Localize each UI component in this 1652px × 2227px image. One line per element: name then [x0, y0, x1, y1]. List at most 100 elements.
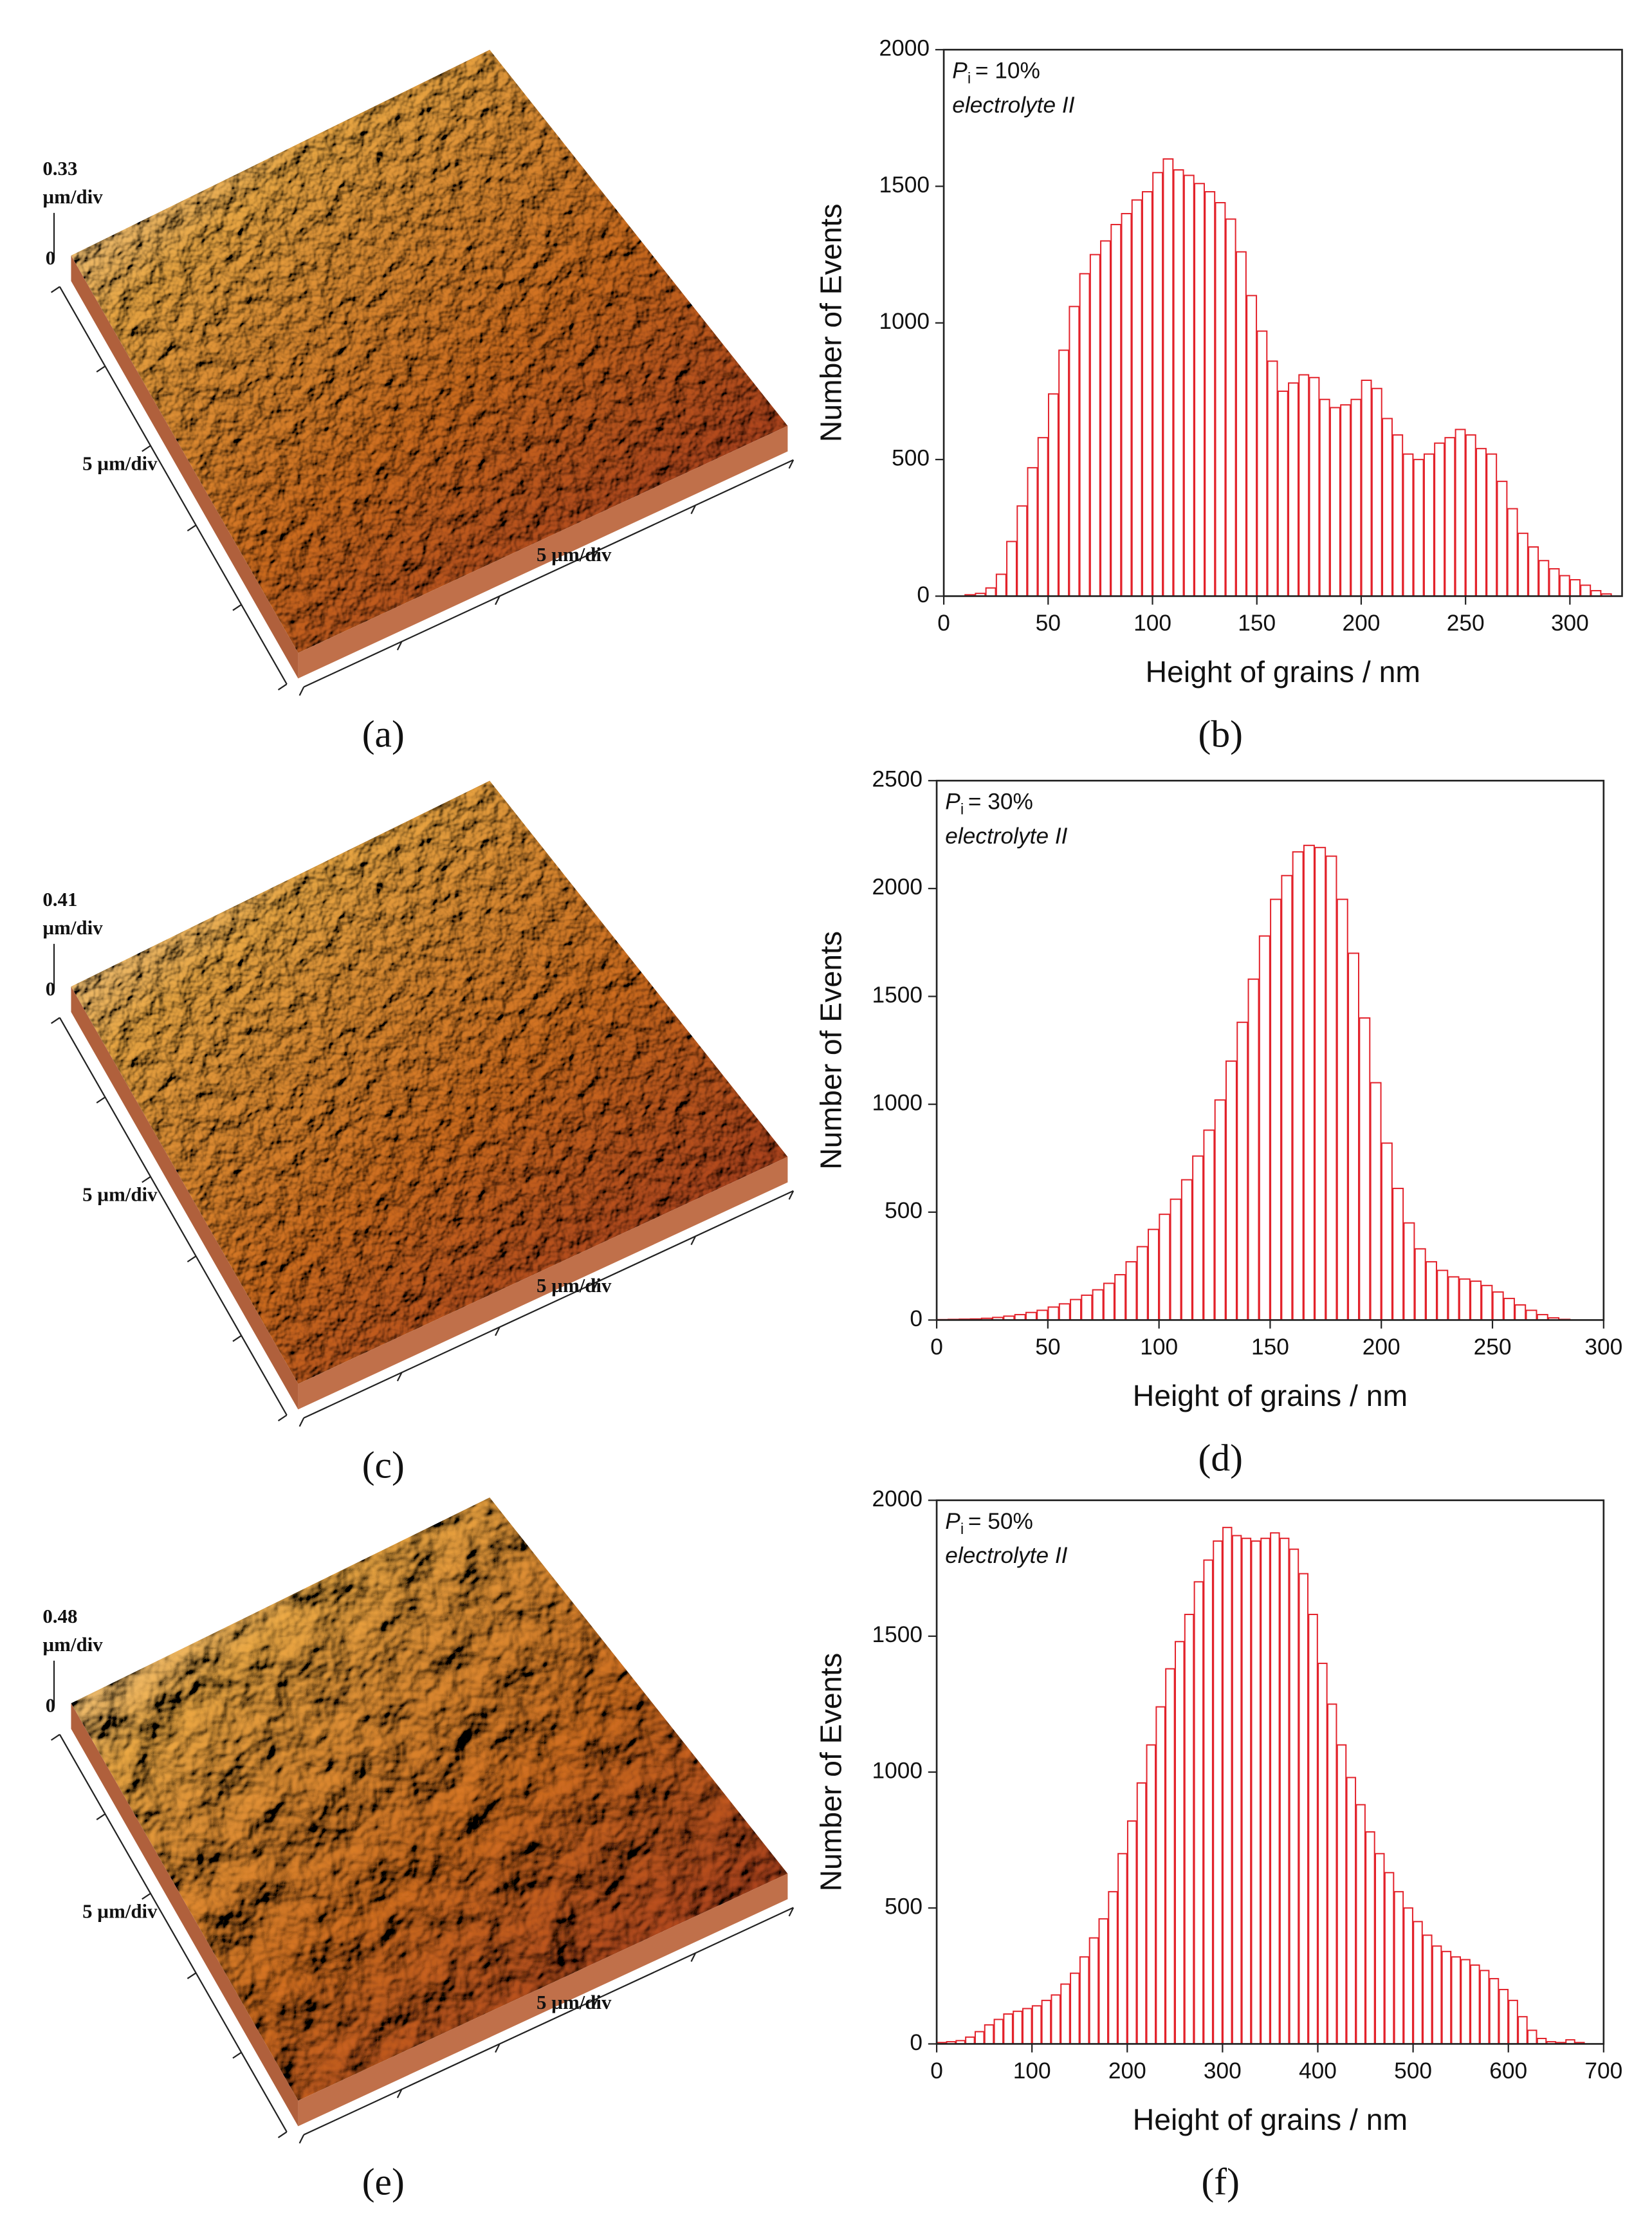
axis-tick: [298, 1418, 305, 1427]
bar: [1580, 584, 1592, 597]
x-tick-label: 300: [1551, 611, 1589, 636]
y-tick-label: 500: [885, 1894, 922, 1919]
z-zero: 0: [46, 977, 55, 1000]
bar: [1518, 2016, 1528, 2045]
bar: [1069, 306, 1080, 597]
afm-surface: [71, 1497, 788, 2101]
afm-side: [71, 986, 298, 1410]
bar: [1270, 1532, 1280, 2045]
bar: [1070, 1298, 1082, 1321]
bar: [1508, 1999, 1518, 2045]
axis-tick: [142, 1892, 151, 1900]
bar: [1479, 1970, 1490, 2045]
bar: [1236, 1021, 1249, 1321]
bar: [1079, 1956, 1090, 2045]
x-tick-label: 600: [1489, 2058, 1527, 2084]
bar: [1036, 1309, 1049, 1321]
annotation-subscript: i: [960, 1520, 964, 1538]
bar: [1047, 1306, 1060, 1321]
axis-line: [303, 1907, 794, 2136]
bar: [1027, 467, 1038, 597]
y-axis-label: 5 µm/div: [82, 452, 158, 475]
axis-tick: [495, 1326, 500, 1336]
z-zero: 0: [46, 246, 55, 269]
x-tick-label: 200: [1363, 1335, 1400, 1360]
y-axis-label: Number of Events: [814, 931, 847, 1170]
bar: [1279, 1537, 1290, 2045]
bar: [1451, 1956, 1461, 2045]
bar: [1126, 1820, 1137, 2045]
x-axis-label: Height of grains / nm: [1133, 2103, 1408, 2136]
panel-label: (e): [362, 2161, 405, 2203]
afm-side: [298, 1156, 788, 1410]
bar: [1423, 453, 1435, 597]
afm-panel: 0.33 µm/div 0 5 µm/div 5 µm/div (a): [42, 50, 794, 755]
bar: [1413, 1921, 1423, 2045]
bar: [1414, 1248, 1426, 1321]
bar: [1203, 1129, 1215, 1321]
bar: [1355, 1804, 1366, 2045]
bar: [1241, 1537, 1252, 2045]
annotation-note: electrolyte II: [945, 824, 1067, 849]
annotation-text: = 50%: [968, 1509, 1033, 1534]
y-tick-label: 500: [892, 445, 930, 470]
bar: [1003, 2013, 1013, 2045]
afm-panel: 0.48 µm/div 0 5 µm/div 5 µm/div (e): [42, 1497, 794, 2203]
bar: [1231, 1535, 1242, 2045]
axis-tick: [495, 595, 500, 605]
x-axis-label: 5 µm/div: [537, 1274, 612, 1297]
bar: [1277, 390, 1289, 597]
bar: [1326, 1703, 1337, 2045]
bar: [1146, 1744, 1157, 2045]
bar: [1436, 1270, 1449, 1321]
afm-panel: 0.41 µm/div 0 5 µm/div 5 µm/div (c): [42, 781, 794, 1486]
annotation-symbol: P: [945, 790, 960, 815]
bar: [1288, 382, 1299, 597]
bar: [1325, 855, 1337, 1321]
afm-surface: [71, 50, 788, 653]
bar: [1303, 844, 1315, 1321]
bar: [1382, 418, 1393, 597]
axis-tick: [396, 641, 403, 651]
bar: [974, 2031, 985, 2045]
bar: [1174, 1641, 1185, 2045]
axis-tick: [232, 2051, 242, 2059]
bar: [1117, 1853, 1128, 2045]
bar: [1514, 1304, 1527, 1321]
annotation: Pi = 10%: [952, 59, 1040, 88]
bar: [1214, 1099, 1226, 1321]
bar: [1402, 453, 1414, 597]
axis-tick: [277, 1414, 288, 1421]
bar: [1503, 1297, 1515, 1321]
y-tick-label: 2000: [872, 1486, 922, 1511]
bar: [1121, 212, 1132, 597]
bar: [984, 2024, 995, 2045]
x-axis-label: Height of grains / nm: [1133, 1379, 1408, 1412]
bar: [1089, 254, 1101, 597]
bar: [1152, 172, 1164, 597]
panel-label: (b): [1198, 713, 1243, 755]
y-axis-label: 5 µm/div: [82, 1183, 158, 1206]
axis-tick: [396, 2089, 403, 2098]
x-tick-label: 100: [1133, 611, 1171, 636]
bar: [1037, 437, 1049, 597]
bar: [1507, 508, 1518, 597]
bar: [1538, 560, 1550, 597]
bar: [1047, 393, 1059, 597]
x-tick-label: 500: [1394, 2058, 1432, 2084]
bar: [1375, 1853, 1385, 2045]
bar: [1051, 1994, 1061, 2045]
bar: [1298, 374, 1310, 597]
bar: [1470, 1964, 1480, 2045]
y-tick-label: 2500: [872, 767, 922, 792]
y-tick-label: 0: [917, 582, 930, 607]
panel-label: (d): [1198, 1437, 1243, 1479]
bar: [1194, 183, 1205, 597]
bar: [1070, 1972, 1080, 2045]
bar: [1434, 442, 1446, 597]
bar: [1267, 360, 1278, 597]
bar: [1281, 874, 1293, 1321]
bar: [1060, 1983, 1070, 2045]
bar: [1225, 218, 1236, 597]
axis-tick: [50, 286, 60, 293]
